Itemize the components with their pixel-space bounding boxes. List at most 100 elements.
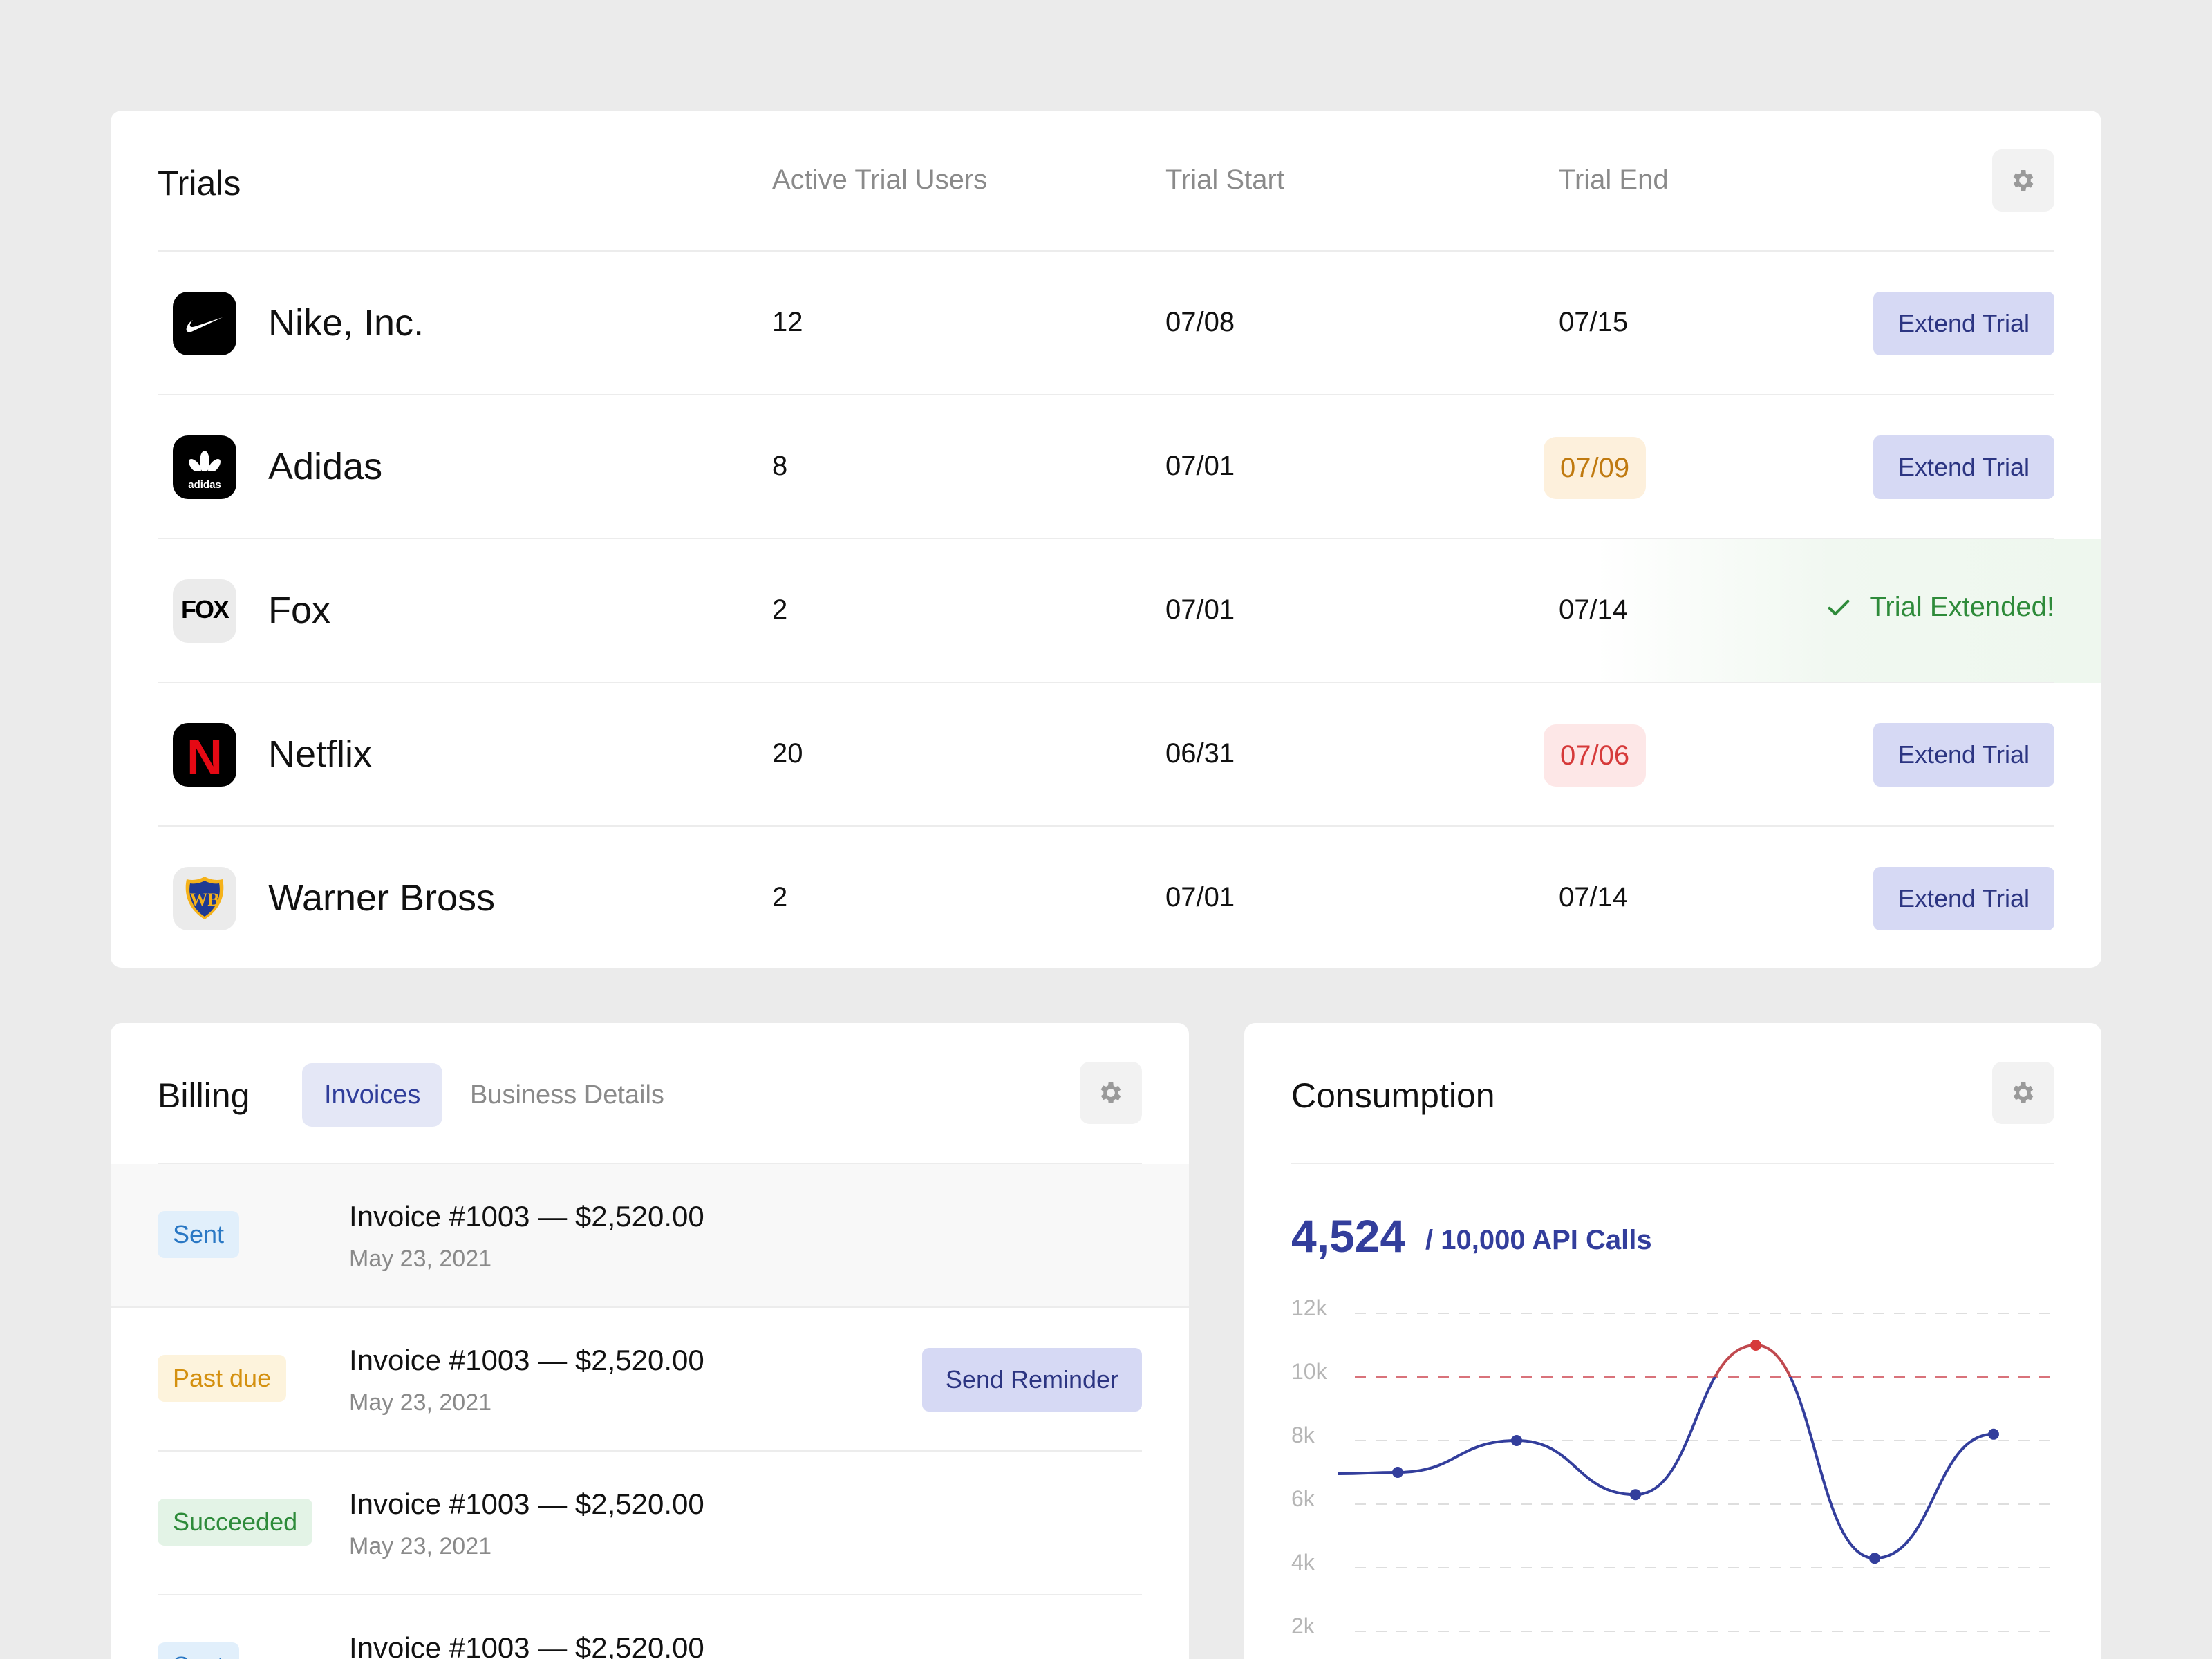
netflix-logo-icon: N bbox=[187, 730, 223, 785]
table-row: N Netflix 20 06/31 07/06 Extend Trial bbox=[158, 683, 2054, 827]
nike-swoosh-icon bbox=[186, 317, 223, 332]
table-row: adidas Adidas 8 07/01 07/09 Extend Trial bbox=[158, 395, 2054, 539]
invoice-date: May 23, 2021 bbox=[349, 1389, 492, 1416]
extend-trial-button[interactable]: Extend Trial bbox=[1873, 292, 2054, 355]
active-users: 12 bbox=[772, 307, 803, 337]
checkmark-icon bbox=[1828, 599, 1850, 615]
nike-logo bbox=[173, 292, 236, 355]
consumption-settings-button[interactable] bbox=[1992, 1062, 2054, 1124]
status-badge-sent: Sent bbox=[158, 1642, 240, 1659]
status-badge-succeeded: Succeeded bbox=[158, 1499, 313, 1546]
invoice-date: May 23, 2021 bbox=[349, 1246, 492, 1272]
data-point[interactable] bbox=[1869, 1553, 1880, 1564]
row-divider bbox=[158, 682, 2054, 683]
table-row: WB Warner Bross 2 07/01 07/14 Extend Tri… bbox=[158, 827, 2054, 968]
consumption-line-chart bbox=[1338, 1313, 2054, 1632]
column-header-start: Trial Start bbox=[1165, 165, 1284, 195]
extend-trial-button[interactable]: Extend Trial bbox=[1873, 435, 2054, 499]
gear-icon bbox=[2013, 170, 2034, 191]
company-name: Fox bbox=[268, 590, 331, 631]
gear-icon bbox=[2013, 1082, 2034, 1103]
trial-extended-status: Trial Extended! bbox=[1825, 592, 2054, 623]
send-reminder-button[interactable]: Send Reminder bbox=[922, 1348, 1142, 1412]
data-point[interactable] bbox=[1988, 1428, 1999, 1440]
tab-invoices[interactable]: Invoices bbox=[302, 1063, 443, 1127]
invoice-row[interactable]: Sent Invoice #1003 — $2,520.00 May 23, 2… bbox=[111, 1164, 1189, 1308]
trial-start: 07/01 bbox=[1165, 451, 1235, 481]
warner-bros-logo: WB bbox=[173, 867, 236, 930]
invoice-title: Invoice #1003 — $2,520.00 bbox=[349, 1488, 704, 1520]
status-badge-sent: Sent bbox=[158, 1211, 240, 1258]
trial-end: 07/14 bbox=[1559, 882, 1629, 912]
data-point[interactable] bbox=[1630, 1489, 1641, 1501]
netflix-logo: N bbox=[173, 723, 236, 787]
adidas-logo-text: adidas bbox=[188, 479, 221, 491]
data-point[interactable] bbox=[1511, 1435, 1522, 1446]
trials-settings-button[interactable] bbox=[1992, 149, 2054, 212]
fox-logo-text: FOX bbox=[181, 595, 229, 624]
consumption-title: Consumption bbox=[1291, 1076, 1495, 1115]
y-tick-label: 4k bbox=[1291, 1550, 1315, 1575]
trial-end-overdue-badge: 07/06 bbox=[1544, 724, 1647, 787]
y-tick-label: 2k bbox=[1291, 1613, 1315, 1638]
trial-start: 07/01 bbox=[1165, 594, 1235, 625]
invoice-title: Invoice #1003 — $2,520.00 bbox=[349, 1344, 704, 1376]
y-tick-label: 6k bbox=[1291, 1486, 1315, 1511]
data-point-peak[interactable] bbox=[1750, 1340, 1761, 1351]
company-name: Adidas bbox=[268, 446, 383, 487]
trial-extended-label: Trial Extended! bbox=[1869, 592, 2054, 622]
trial-end-warning-badge: 07/09 bbox=[1544, 437, 1647, 499]
company-name: Warner Bross bbox=[268, 877, 496, 919]
invoice-title: Invoice #1003 — $2,520.00 bbox=[349, 1200, 704, 1232]
tab-business-details[interactable]: Business Details bbox=[470, 1080, 664, 1109]
warner-bros-shield-icon: WB bbox=[185, 877, 224, 919]
row-divider bbox=[158, 1450, 1142, 1452]
invoice-row[interactable]: Past due Invoice #1003 — $2,520.00 May 2… bbox=[111, 1308, 1189, 1452]
column-header-end: Trial End bbox=[1559, 165, 1669, 195]
billing-card: Billing Invoices Business Details Sent I… bbox=[111, 1023, 1189, 1659]
billing-header-divider bbox=[158, 1163, 1142, 1164]
api-calls-used: 4,524 bbox=[1291, 1210, 1406, 1262]
trials-title: Trials bbox=[158, 164, 241, 203]
data-point[interactable] bbox=[1392, 1467, 1403, 1478]
extend-trial-button[interactable]: Extend Trial bbox=[1873, 867, 2054, 930]
row-highlight bbox=[158, 539, 2101, 683]
active-users: 8 bbox=[772, 451, 788, 481]
trial-start: 07/08 bbox=[1165, 307, 1235, 337]
fox-logo: FOX bbox=[173, 579, 236, 643]
extend-trial-button[interactable]: Extend Trial bbox=[1873, 723, 2054, 787]
series-line bbox=[1338, 1377, 1994, 1560]
active-users: 20 bbox=[772, 738, 803, 769]
row-divider bbox=[158, 394, 2054, 395]
trial-end: 07/15 bbox=[1559, 307, 1629, 337]
row-divider bbox=[158, 825, 2054, 827]
row-divider bbox=[158, 538, 2054, 539]
warner-bros-logo-text: WB bbox=[189, 890, 219, 910]
billing-settings-button[interactable] bbox=[1080, 1062, 1142, 1124]
row-divider bbox=[158, 1594, 1142, 1595]
billing-title: Billing bbox=[158, 1076, 250, 1115]
consumption-header-divider bbox=[1291, 1163, 2054, 1164]
invoice-title: Invoice #1003 — $2,520.00 bbox=[349, 1631, 704, 1659]
company-name: Nike, Inc. bbox=[268, 302, 424, 344]
y-tick-label: 10k bbox=[1291, 1359, 1327, 1384]
table-row: FOX Fox 2 07/01 07/14 Trial Extended! bbox=[158, 539, 2101, 683]
trials-card: Trials Active Trial Users Trial Start Tr… bbox=[111, 111, 2101, 968]
trial-start: 06/31 bbox=[1165, 738, 1235, 769]
invoice-date: May 23, 2021 bbox=[349, 1533, 492, 1559]
gear-icon bbox=[1100, 1082, 1121, 1103]
adidas-trefoil-icon: adidas bbox=[187, 451, 223, 491]
row-divider bbox=[111, 1306, 1189, 1308]
consumption-card: Consumption 4,524 / 10,000 API Calls 12k… bbox=[1244, 1023, 2101, 1659]
adidas-logo: adidas bbox=[173, 435, 236, 499]
company-name: Netflix bbox=[268, 733, 373, 775]
active-users: 2 bbox=[772, 594, 788, 625]
column-header-users: Active Trial Users bbox=[772, 165, 988, 195]
y-tick-label: 8k bbox=[1291, 1423, 1315, 1447]
api-calls-limit: / 10,000 API Calls bbox=[1425, 1225, 1652, 1255]
invoice-row[interactable]: Sent Invoice #1003 — $2,520.00 bbox=[111, 1595, 1189, 1659]
invoice-row[interactable]: Succeeded Invoice #1003 — $2,520.00 May … bbox=[111, 1452, 1189, 1595]
table-row: Nike, Inc. 12 07/08 07/15 Extend Trial bbox=[158, 252, 2054, 395]
status-badge-past-due: Past due bbox=[158, 1355, 287, 1402]
active-users: 2 bbox=[772, 882, 788, 912]
